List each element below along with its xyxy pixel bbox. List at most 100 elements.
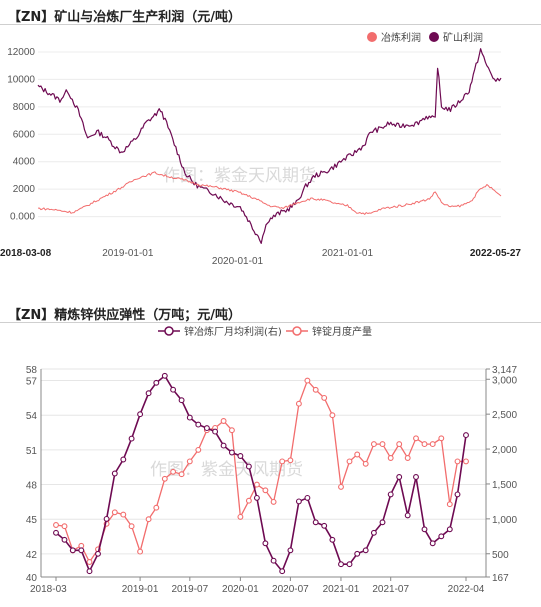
chart2-y-left-tick-label: 54 [26,411,38,422]
chart2-point-output [346,458,353,465]
chart2-point-output [153,504,160,511]
chart2-series-smelter-profit [55,374,467,574]
chart2-point-profit [387,491,394,498]
chart2-point-output [228,427,235,434]
chart2-point-output [396,441,403,448]
chart2-point-profit [195,421,202,428]
chart1-legend-mine[interactable]: 矿山利润 [443,31,483,44]
chart2-point-output [329,412,336,419]
chart1-y-tick-label: 6000 [13,129,36,140]
chart2-legend-marker-profit [164,326,174,336]
chart2-point-profit [103,515,110,522]
chart2-title-divider [0,322,541,323]
chart1-x-tick-label: 2018-03-08 [0,248,52,259]
chart2-point-output [86,559,93,565]
chart2-y-right-tick-label: 167 [492,573,509,584]
chart2-point-output [195,446,202,453]
chart2-y-right-tick-label: 1,000 [492,515,517,526]
chart1-x-tick-label: 2022-05-27 [470,248,522,259]
chart2-legend-marker-output [292,326,302,336]
chart2-point-output [446,501,453,508]
chart2-point-output [170,468,177,475]
chart2-point-profit [245,463,252,470]
chart2-y-left-tick-label: 42 [26,550,38,561]
chart2-point-output [387,455,394,461]
chart2-point-profit [145,390,152,397]
chart1-y-tick-label: 0.000 [10,212,35,223]
chart1-legend-marker-mine [429,32,439,42]
chart1-series-smelter-profit [38,171,502,215]
chart1-watermark: 作图：紫金天风期货 [163,166,316,186]
chart2-point-profit [454,491,461,498]
chart2-point-profit [421,526,428,533]
chart2-y-left-tick-label: 40 [26,573,38,584]
chart1-x-tick-label: 2019-01-01 [102,248,154,259]
chart2-point-output [321,394,328,401]
chart2-point-output [186,458,193,465]
chart2-y-left-tick-label: 57 [26,377,38,388]
chart2-point-output [220,418,227,424]
chart1-legend-marker-smelter [367,32,377,42]
chart2-point-profit [78,547,85,554]
chart2-point-profit [111,470,118,477]
chart1-y-tick-label: 12000 [7,47,35,58]
chart1-title-divider [0,24,541,25]
chart2-point-profit [178,397,185,404]
chart2-point-profit [362,547,369,554]
chart2-point-profit [153,379,160,386]
chart2-x-tick-label: 2019-07 [171,584,208,595]
chart2-point-output [245,497,252,504]
chart2-point-output [312,386,319,393]
chart2-point-profit [370,529,377,536]
chart2-point-profit [53,529,59,536]
chart2-point-profit [463,432,469,439]
chart2-point-profit [338,561,344,568]
chart2-y-right-tick-label: 3,000 [492,375,517,386]
chart2-point-profit [312,519,319,526]
chart2-x-tick-label: 2021-07 [372,584,409,595]
chart1-y-tick-label: 2000 [13,184,36,195]
chart2-point-profit [161,372,168,379]
chart2-point-profit [186,414,193,421]
chart2-point-profit [253,494,260,501]
chart2-point-output [338,483,344,490]
chart2-point-profit [429,540,436,547]
chart2-point-profit [346,561,353,568]
chart2-x-tick-label: 2020-01 [222,584,259,595]
chart2-point-profit [295,498,302,505]
chart1-legend-smelter[interactable]: 冶炼利润 [381,31,421,44]
chart2-point-output [413,435,419,442]
chart2-x-tick-label: 2022-04 [448,584,485,595]
chart2-point-profit [279,568,286,575]
chart2-point-output [463,458,469,465]
chart2-point-output [295,400,302,407]
chart1-title: 【ZN】矿山与冶炼厂生产利润（元/吨） [8,10,242,25]
chart2-y-right-tick-label: 1,500 [492,480,517,491]
chart2-y-left-tick-label: 48 [26,481,38,492]
chart2-x-tick-label: 2020-07 [272,584,309,595]
chart2-x-tick-label: 2018-03 [30,584,67,595]
chart2-legend-output[interactable]: 锌锭月度产量 [312,325,372,338]
chart2-point-profit [354,550,361,557]
chart2-y-right-tick-label: 3,147 [492,365,517,376]
chart1-x-tick-label: 2020-01-01 [212,256,264,267]
chart2-point-output [145,516,152,523]
chart2-x-tick-label: 2021-01 [323,584,360,595]
chart2-point-profit [270,557,277,564]
chart2-y-left-tick-label: 51 [26,446,38,457]
chart2-point-profit [95,550,101,557]
chart2-point-output [120,511,127,518]
chart2-y-left-tick-label: 58 [26,365,38,376]
chart2-point-profit [228,449,235,456]
chart2-point-profit [287,547,294,554]
chart2-point-output [137,548,144,555]
chart1-series-mine-profit [37,48,502,244]
chart2-point-profit [446,526,453,533]
chart2-legend-profit[interactable]: 锌冶炼厂月均利润(右) [184,325,282,338]
chart2-point-profit [220,442,227,449]
chart2-point-output [161,475,168,482]
chart2-point-output [362,460,369,467]
chart2-point-output [404,455,411,461]
chart1-x-tick-label: 2021-01-01 [322,248,374,259]
chart2-x-tick-label: 2019-01 [122,584,159,595]
